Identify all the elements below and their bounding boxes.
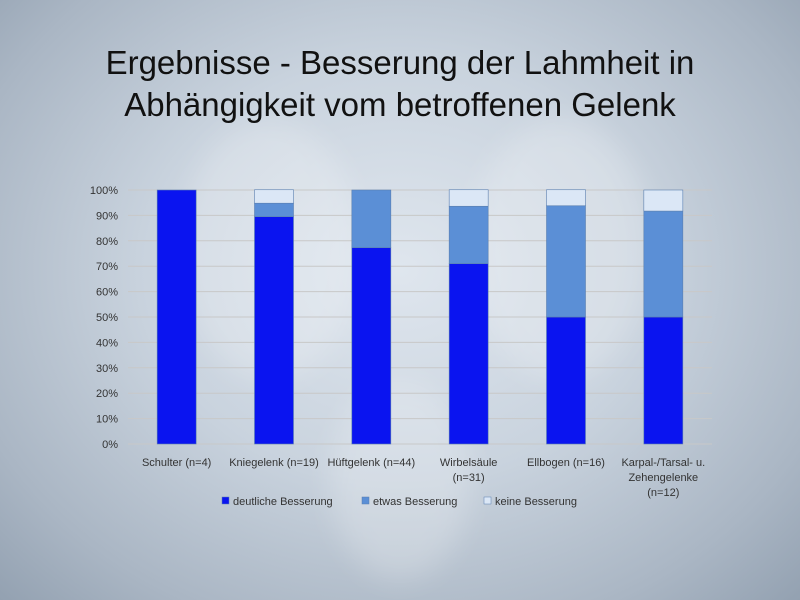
x-category-label: Zehengelenke — [628, 472, 698, 484]
y-tick-label: 70% — [96, 261, 118, 273]
bar-segment-keine — [448, 189, 489, 207]
legend-swatch — [221, 496, 230, 505]
x-category-label: Schulter (n=4) — [142, 457, 211, 469]
x-category-label: Kniegelenk (n=19) — [229, 457, 319, 469]
bar-segment-deutliche — [546, 316, 586, 445]
bar-segment-keine — [546, 189, 586, 207]
bar-segment-deutliche — [448, 263, 489, 445]
bar-segment-deutliche — [254, 216, 294, 445]
bar-segment-keine — [643, 189, 684, 212]
title-line-2: Abhängigkeit vom betroffenen Gelenk — [124, 86, 676, 123]
title-line-1: Ergebnisse - Besserung der Lahmheit in — [105, 44, 695, 81]
y-tick-label: 80% — [96, 236, 118, 248]
x-category-label: Wirbelsäule — [440, 457, 497, 469]
bar-segment-keine — [254, 189, 294, 204]
y-tick-label: 0% — [102, 439, 118, 451]
legend-label: deutliche Besserung — [233, 496, 333, 508]
y-tick-label: 90% — [96, 210, 118, 222]
y-tick-label: 60% — [96, 287, 118, 299]
x-category-label: Hüftgelenk (n=44) — [327, 457, 415, 469]
bar-segment-etwas — [643, 210, 684, 318]
x-category-label: (n=12) — [647, 487, 679, 499]
bar-segment-deutliche — [643, 316, 684, 445]
bar-segment-deutliche — [351, 247, 392, 445]
bar-segment-etwas — [448, 205, 489, 264]
y-tick-label: 100% — [90, 185, 118, 197]
y-tick-label: 30% — [96, 363, 118, 375]
slide-title: Ergebnisse - Besserung der Lahmheit in A… — [40, 42, 760, 126]
y-tick-label: 40% — [96, 337, 118, 349]
bar-segment-etwas — [546, 205, 586, 318]
x-category-label: (n=31) — [453, 472, 485, 484]
legend-swatch — [483, 496, 492, 505]
y-tick-label: 50% — [96, 312, 118, 324]
bar-segment-deutliche — [156, 189, 197, 445]
x-category-label: Ellbogen (n=16) — [527, 457, 605, 469]
legend-label: etwas Besserung — [373, 496, 457, 508]
legend-label: keine Besserung — [495, 496, 577, 508]
legend-swatch — [361, 496, 370, 505]
bar-segment-etwas — [351, 189, 392, 248]
y-tick-label: 10% — [96, 414, 118, 426]
x-category-label: Karpal-/Tarsal- u. — [621, 457, 705, 469]
bar-segment-etwas — [254, 202, 294, 217]
y-tick-label: 20% — [96, 388, 118, 400]
